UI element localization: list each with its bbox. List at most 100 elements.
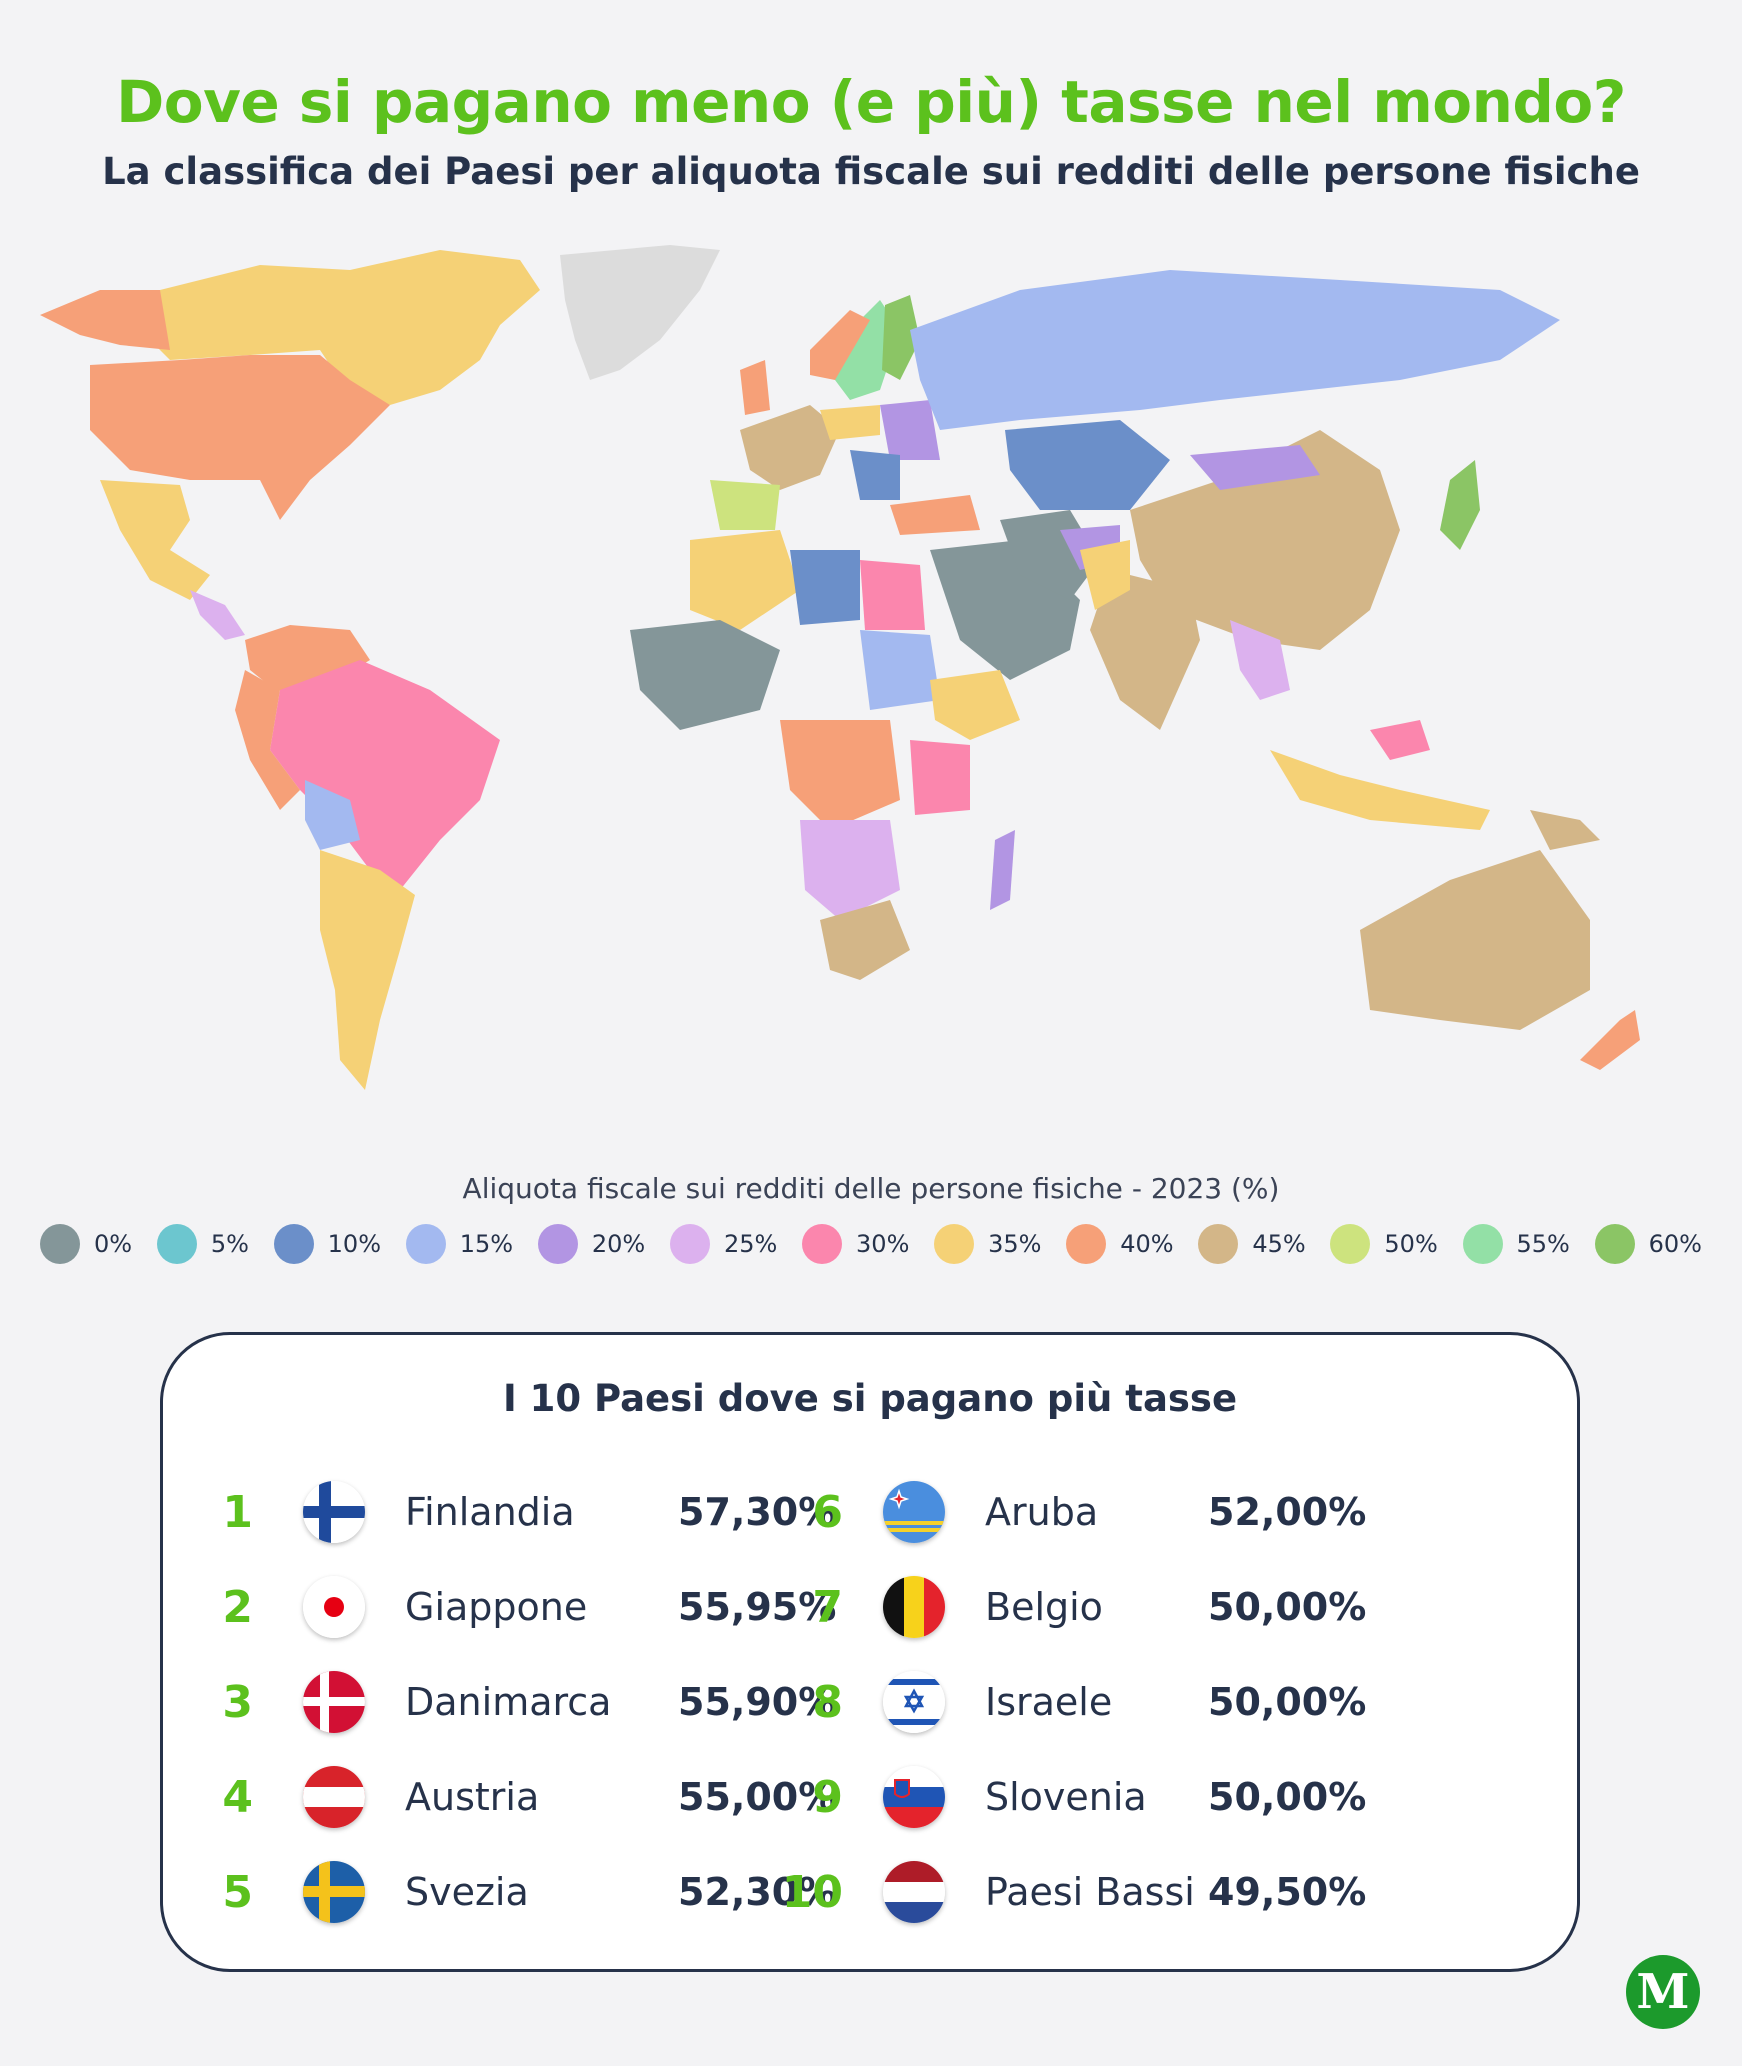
ranking-row: 6 Aruba 52,00% <box>163 1477 1577 1547</box>
map-region-norway <box>810 310 870 380</box>
ranking-country: Slovenia <box>985 1775 1147 1819</box>
legend-swatch <box>802 1224 843 1264</box>
japan-flag-icon <box>303 1576 365 1638</box>
ranking-value: 52,30% <box>678 1870 837 1914</box>
legend-label: 20% <box>591 1230 646 1258</box>
ranking-row: 4 Austria 55,00% <box>163 1762 1577 1832</box>
ranking-country: Aruba <box>985 1490 1099 1534</box>
legend-item: 0% <box>40 1224 132 1264</box>
legend-swatch <box>669 1224 710 1264</box>
ranking-country: Paesi Bassi <box>985 1870 1195 1914</box>
map-region-madagascar <box>990 830 1015 910</box>
map-region-central-europe <box>820 405 880 440</box>
legend-label: 10% <box>327 1230 381 1258</box>
brand-logo-icon: M <box>1626 1955 1700 2029</box>
map-legend: 0% 5% 10% 15% 20% 25% 30% 35% 40% 45% 50% 55% 60% <box>40 1224 1702 1264</box>
legend-title: Aliquota fiscale sui redditi delle perso… <box>462 1172 1280 1205</box>
map-region-bolivia <box>305 780 360 850</box>
map-region-russia <box>910 270 1560 430</box>
legend-swatch <box>273 1224 314 1264</box>
ranking-value: 50,00% <box>1208 1680 1367 1724</box>
ranking-position: 4 <box>222 1771 253 1823</box>
denmark-flag-icon <box>303 1671 365 1733</box>
map-region-malaysia <box>1370 720 1430 760</box>
legend-item: 60% <box>1594 1224 1702 1264</box>
map-region-peru <box>235 670 300 810</box>
legend-swatch <box>934 1224 975 1264</box>
legend-label: 30% <box>856 1230 910 1258</box>
ranking-value: 50,00% <box>1208 1775 1367 1819</box>
map-region-libya <box>790 550 860 625</box>
map-region-egypt <box>860 560 925 630</box>
ranking-position: 10 <box>781 1866 843 1918</box>
legend-label: 60% <box>1648 1230 1702 1258</box>
ranking-country: Israele <box>985 1680 1113 1724</box>
map-region-western-europe <box>740 405 840 490</box>
ranking-row: 2 Giappone 55,95% <box>163 1572 1577 1642</box>
map-region-east-africa <box>910 740 970 815</box>
ranking-position: 6 <box>812 1486 843 1538</box>
ranking-value: 55,00% <box>678 1775 837 1819</box>
legend-swatch <box>537 1224 578 1264</box>
legend-swatch <box>156 1224 197 1264</box>
ranking-country: Svezia <box>405 1870 529 1914</box>
ranking-row: 10 Paesi Bassi 49,50% <box>163 1857 1577 1927</box>
map-region-greenland <box>560 245 720 380</box>
ranking-position: 1 <box>222 1486 253 1538</box>
page-title: Dove si pagano meno (e più) tasse nel mo… <box>116 68 1626 136</box>
map-region-argentina-chile <box>320 850 415 1090</box>
ranking-country: Finlandia <box>405 1490 575 1534</box>
ranking-row: 7 Belgio 50,00% <box>163 1572 1577 1642</box>
map-region-iberia <box>710 480 780 530</box>
legend-item: 50% <box>1330 1224 1438 1264</box>
page-subtitle: La classifica dei Paesi per aliquota fis… <box>102 150 1640 193</box>
ranking-country: Belgio <box>985 1585 1103 1629</box>
ranking-position: 5 <box>222 1866 253 1918</box>
ranking-card: I 10 Paesi dove si pagano più tasse 1 Fin… <box>160 1332 1580 1972</box>
ranking-position: 7 <box>812 1581 843 1633</box>
map-region-australia <box>1360 850 1590 1030</box>
legend-swatch <box>1066 1224 1107 1264</box>
world-map <box>40 245 1640 1090</box>
map-region-brazil <box>270 660 500 890</box>
ranking-country: Giappone <box>405 1585 588 1629</box>
map-region-central-america <box>190 590 245 640</box>
map-region-papua <box>1530 810 1600 850</box>
map-region-mexico <box>100 480 210 600</box>
slovenia-flag-icon <box>883 1766 945 1828</box>
map-region-india <box>1090 570 1200 730</box>
legend-label: 5% <box>210 1230 249 1258</box>
ranking-value: 50,00% <box>1208 1585 1367 1629</box>
map-region-se-asia <box>1230 620 1290 700</box>
map-region-south-africa <box>820 900 910 980</box>
ranking-value: 49,50% <box>1208 1870 1367 1914</box>
legend-item: 35% <box>934 1224 1041 1264</box>
map-region-kazakhstan <box>1005 420 1170 510</box>
finland-flag-icon <box>303 1481 365 1543</box>
austria-flag-icon <box>303 1766 365 1828</box>
map-region-scandinavia <box>830 300 900 400</box>
ranking-country: Austria <box>405 1775 540 1819</box>
legend-swatch <box>1198 1224 1239 1264</box>
legend-label: 40% <box>1120 1230 1174 1258</box>
netherlands-flag-icon <box>883 1861 945 1923</box>
map-region-uk <box>740 360 770 415</box>
legend-label: 35% <box>988 1230 1042 1258</box>
legend-item: 55% <box>1462 1224 1570 1264</box>
map-region-new-zealand <box>1580 1010 1640 1070</box>
ranking-row: 5 Svezia 52,30% <box>163 1857 1577 1927</box>
legend-swatch <box>1594 1224 1635 1264</box>
map-region-turkey <box>890 495 980 535</box>
map-region-usa <box>90 355 390 520</box>
legend-label: 45% <box>1252 1230 1306 1258</box>
legend-item: 15% <box>405 1224 513 1264</box>
legend-item: 45% <box>1198 1224 1306 1264</box>
legend-item: 40% <box>1066 1224 1174 1264</box>
legend-item: 5% <box>156 1224 249 1264</box>
sweden-flag-icon <box>303 1861 365 1923</box>
legend-swatch <box>1330 1224 1371 1264</box>
legend-item: 30% <box>802 1224 909 1264</box>
belgium-flag-icon <box>883 1576 945 1638</box>
map-region-indonesia <box>1270 750 1490 830</box>
map-region-finland <box>882 295 920 380</box>
